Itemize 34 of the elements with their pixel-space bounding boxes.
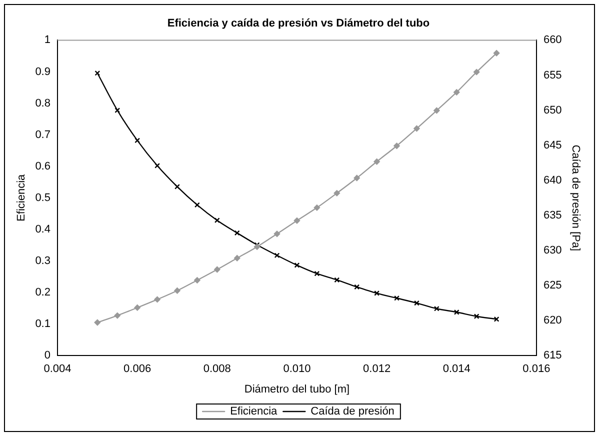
- y-tick-label: 0: [44, 350, 50, 362]
- y2-tick-label: 615: [543, 350, 562, 362]
- y-axis-title: Eficiencia: [16, 173, 28, 222]
- x-tick-label: 0.014: [442, 363, 470, 376]
- y-tick-label: 0.6: [35, 160, 50, 172]
- y-tick-label: 0.1: [35, 318, 50, 330]
- chart-title: Eficiencia y caída de presión vs Diámetro del tubo: [167, 18, 430, 30]
- y2-tick-label: 630: [543, 244, 562, 256]
- x-tick-label: 0.016: [522, 363, 550, 376]
- y2-tick-label: 650: [543, 104, 562, 116]
- y-tick-label: 1: [44, 34, 50, 46]
- y2-tick-label: 625: [543, 280, 562, 292]
- y2-tick-label: 620: [543, 314, 562, 327]
- y-tick-label: 0.3: [35, 255, 50, 268]
- y2-tick-label: 635: [543, 209, 562, 222]
- y2-tick-label: 645: [543, 139, 562, 152]
- x-tick-label: 0.010: [283, 363, 311, 376]
- x-tick-label: 0.012: [363, 363, 391, 376]
- y-tick-label: 0.5: [35, 192, 50, 204]
- x-tick-label: 0.004: [44, 363, 72, 376]
- y2-tick-label: 655: [543, 69, 562, 82]
- x-tick-label: 0.008: [203, 363, 231, 376]
- y-tick-label: 0.7: [35, 128, 50, 141]
- x-tick-label: 0.006: [124, 363, 152, 376]
- y2-tick-label: 660: [543, 34, 562, 46]
- x-axis-title: Diámetro del tubo [m]: [244, 383, 350, 396]
- y-tick-label: 0.2: [35, 286, 50, 299]
- y-tick-label: 0.9: [35, 66, 50, 78]
- legend-label: Eficiencia: [230, 406, 278, 418]
- legend-label: Caída de presión: [310, 406, 394, 418]
- y-tick-label: 0.4: [35, 223, 50, 236]
- y2-axis-title: Caída de presión [Pa]: [569, 144, 582, 252]
- y2-tick-label: 640: [543, 174, 562, 186]
- y-tick-label: 0.8: [35, 97, 50, 110]
